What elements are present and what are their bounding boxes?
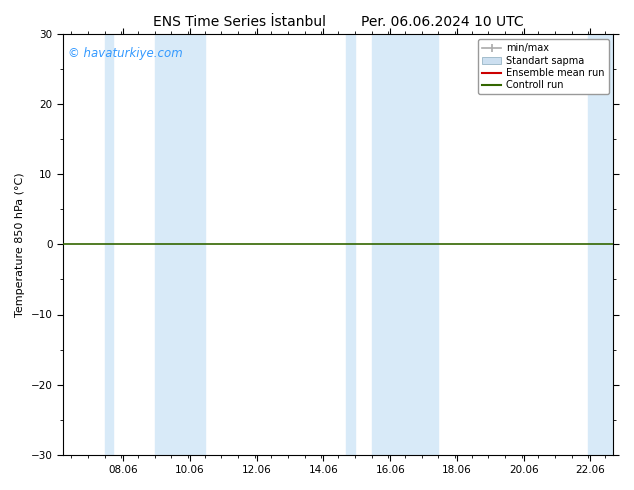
Bar xyxy=(155,34,205,455)
Text: © havaturkiye.com: © havaturkiye.com xyxy=(68,47,183,60)
Title: ENS Time Series İstanbul        Per. 06.06.2024 10 UTC: ENS Time Series İstanbul Per. 06.06.2024… xyxy=(153,15,524,29)
Bar xyxy=(105,34,113,455)
Bar xyxy=(347,34,355,455)
Y-axis label: Temperature 850 hPa (°C): Temperature 850 hPa (°C) xyxy=(15,172,25,317)
Bar xyxy=(372,34,438,455)
Legend: min/max, Standart sapma, Ensemble mean run, Controll run: min/max, Standart sapma, Ensemble mean r… xyxy=(478,39,609,94)
Bar xyxy=(588,34,614,455)
